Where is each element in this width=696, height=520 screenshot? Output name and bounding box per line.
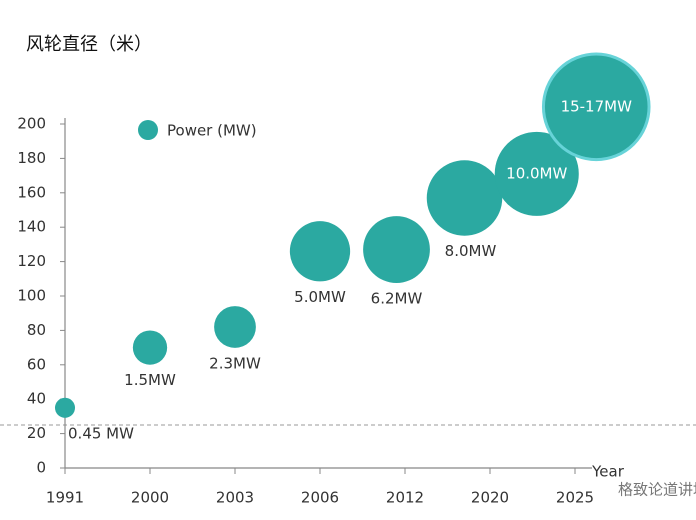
- y-tick-label: 160: [17, 183, 46, 201]
- y-tick-label: 80: [27, 321, 46, 339]
- data-label: 2.3MW: [209, 354, 261, 372]
- data-label: 1.5MW: [124, 371, 176, 389]
- x-axis-label: Year: [591, 463, 625, 481]
- y-tick-label: 40: [27, 390, 46, 408]
- y-tick-label: 180: [17, 149, 46, 167]
- bubble: [132, 330, 168, 365]
- data-label: 15-17MW: [561, 97, 633, 115]
- x-tick-label: 1991: [46, 489, 84, 507]
- bubble: [426, 160, 503, 236]
- bubble: [494, 131, 579, 216]
- y-tick-label: 100: [17, 287, 46, 305]
- x-tick-label: 2006: [301, 489, 339, 507]
- y-tick-label: 20: [27, 424, 46, 442]
- bubble: [541, 52, 651, 162]
- x-tick-label: 2025: [556, 489, 594, 507]
- x-tick-label: 2012: [386, 489, 424, 507]
- y-tick-label: 200: [17, 115, 46, 133]
- legend-label: Power (MW): [167, 122, 257, 140]
- x-tick-label: 2003: [216, 489, 254, 507]
- y-tick-label: 0: [36, 459, 46, 477]
- x-tick-label: 2020: [471, 489, 509, 507]
- chart-title: 风轮直径（米）: [26, 34, 152, 55]
- data-label: 0.45 MW: [68, 424, 134, 442]
- bubble: [214, 306, 256, 348]
- bubble: [363, 216, 430, 283]
- watermark: 格致论道讲坛: [618, 481, 696, 499]
- data-label: 6.2MW: [371, 289, 423, 307]
- x-tick-label: 2000: [131, 489, 169, 507]
- data-label: 8.0MW: [445, 242, 497, 260]
- y-tick-label: 140: [17, 218, 46, 236]
- data-label: 5.0MW: [294, 288, 346, 306]
- bubble: [289, 221, 351, 282]
- y-tick-label: 60: [27, 355, 46, 373]
- bubble: [54, 397, 76, 418]
- data-label: 10.0MW: [506, 164, 567, 182]
- y-tick-label: 120: [17, 252, 46, 270]
- legend-marker: [138, 120, 158, 140]
